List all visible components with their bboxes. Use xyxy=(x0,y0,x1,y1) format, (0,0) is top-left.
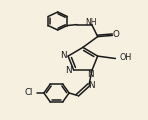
Text: NH: NH xyxy=(85,18,97,27)
Text: N: N xyxy=(60,51,66,60)
Text: O: O xyxy=(113,30,120,39)
Text: Cl: Cl xyxy=(25,88,33,97)
Text: N: N xyxy=(87,70,94,79)
Text: OH: OH xyxy=(120,53,132,62)
Text: N: N xyxy=(88,81,95,90)
Text: N: N xyxy=(65,66,72,75)
